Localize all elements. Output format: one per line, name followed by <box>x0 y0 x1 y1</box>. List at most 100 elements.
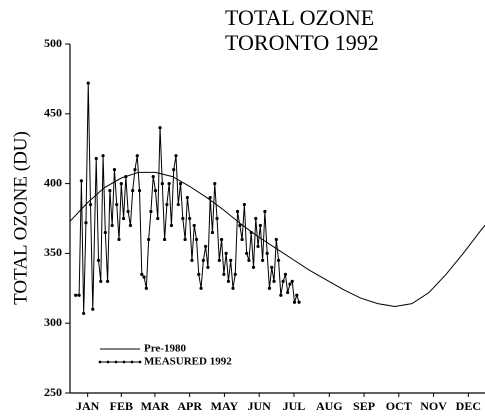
y-tick-label: 500 <box>44 36 62 50</box>
marker <box>74 293 78 297</box>
marker <box>79 179 83 183</box>
marker <box>142 275 146 279</box>
marker <box>222 272 226 276</box>
marker <box>217 258 221 262</box>
x-tick-label: DEC <box>456 399 481 413</box>
marker <box>295 293 299 297</box>
marker <box>188 216 192 221</box>
marker <box>124 175 128 179</box>
x-tick-label: JAN <box>76 399 100 413</box>
marker <box>167 182 171 186</box>
marker <box>283 272 288 276</box>
y-tick-label: 300 <box>44 315 62 329</box>
marker <box>133 168 137 172</box>
legend-marker <box>114 360 118 364</box>
marker <box>219 237 224 242</box>
marker <box>224 251 228 255</box>
marker <box>274 237 278 242</box>
chart-title: TOTAL OZONE <box>225 5 374 30</box>
marker <box>194 237 199 242</box>
line <box>75 83 300 314</box>
x-tick-label: NOV <box>420 399 447 413</box>
marker <box>86 81 90 85</box>
marker <box>169 223 174 228</box>
marker <box>144 286 148 290</box>
marker <box>204 244 208 249</box>
marker <box>279 293 283 297</box>
marker <box>103 230 107 235</box>
marker <box>192 223 196 228</box>
marker <box>290 279 294 283</box>
y-tick-label: 450 <box>44 106 62 120</box>
marker <box>238 223 242 228</box>
x-tick-label: JUL <box>283 399 306 413</box>
marker <box>215 216 219 221</box>
marker <box>96 258 101 262</box>
y-tick-label: 350 <box>44 245 62 259</box>
marker <box>213 182 217 186</box>
legend-marker <box>98 360 102 364</box>
marker <box>201 258 205 262</box>
marker <box>106 279 110 283</box>
marker <box>121 216 126 221</box>
line <box>69 171 485 307</box>
marker <box>288 282 292 286</box>
marker <box>174 154 178 158</box>
x-tick-label: OCT <box>386 399 412 413</box>
marker <box>229 258 233 262</box>
x-tick-label: APR <box>177 399 202 413</box>
legend-marker <box>138 360 142 364</box>
marker <box>254 216 258 221</box>
marker <box>265 251 269 255</box>
marker <box>160 182 164 186</box>
marker <box>149 209 153 214</box>
marker <box>99 279 103 283</box>
marker <box>126 209 130 214</box>
x-tick-label: SEP <box>353 399 375 413</box>
marker <box>206 265 210 269</box>
marker <box>151 175 155 179</box>
chart-title: TORONTO 1992 <box>225 30 379 55</box>
x-tick-label: JUN <box>248 399 272 413</box>
legend-marker <box>122 360 126 364</box>
marker <box>276 258 281 262</box>
marker <box>263 209 267 214</box>
marker <box>272 279 276 283</box>
legend-label: MEASURED 1992 <box>144 356 232 368</box>
legend-marker <box>106 360 110 364</box>
marker <box>84 221 88 225</box>
marker <box>162 237 167 242</box>
x-tick-label: FEB <box>110 399 133 413</box>
marker <box>172 168 176 172</box>
marker <box>112 168 117 172</box>
marker <box>178 182 183 186</box>
marker <box>251 265 256 269</box>
marker <box>240 237 244 242</box>
marker <box>158 126 162 130</box>
legend-marker <box>130 360 134 364</box>
y-axis-title: TOTAL OZONE (DU) <box>10 131 31 305</box>
marker <box>267 286 272 290</box>
marker <box>128 223 133 228</box>
marker <box>233 272 237 276</box>
x-tick-label: AUG <box>316 399 343 413</box>
marker <box>270 265 274 269</box>
marker <box>176 202 180 207</box>
marker <box>199 286 203 290</box>
marker <box>292 300 297 304</box>
marker <box>117 237 121 242</box>
marker <box>281 279 285 283</box>
marker <box>147 237 151 242</box>
marker <box>94 156 98 161</box>
x-tick-label: MAY <box>211 399 239 413</box>
marker <box>297 300 301 304</box>
marker <box>119 182 123 186</box>
marker <box>77 293 81 297</box>
y-tick-label: 250 <box>44 385 62 399</box>
marker <box>235 209 240 214</box>
marker <box>156 216 160 221</box>
marker <box>242 202 246 207</box>
marker <box>261 258 265 262</box>
marker <box>181 216 185 221</box>
